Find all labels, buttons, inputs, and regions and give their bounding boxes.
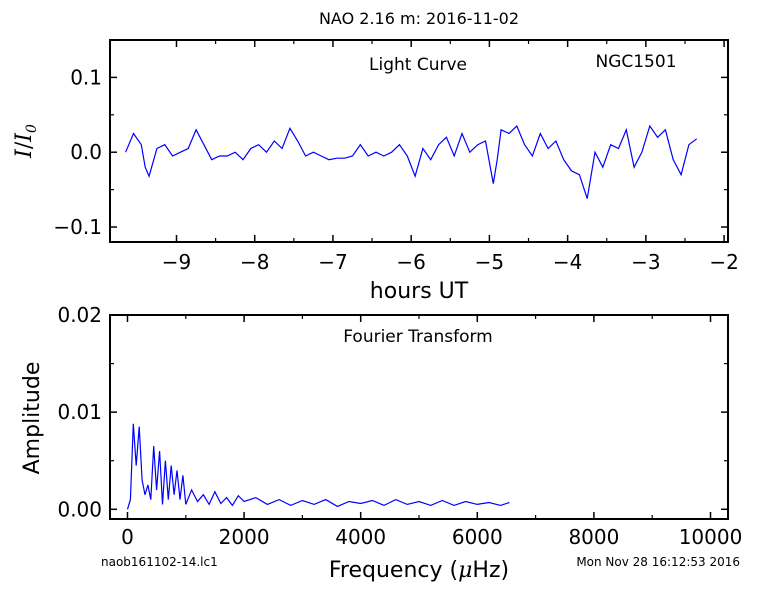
x-tick-label: 0 [121,525,134,549]
light-curve-series-line [125,124,698,199]
light-curve-frame [109,39,729,243]
fourier-title: Fourier Transform [343,327,492,347]
footer-filename: naob161102-14.lc1 [101,555,218,569]
fourier-ylabel: Amplitude [20,362,45,475]
x-tick-label: −3 [631,250,660,274]
light-curve-ticks: −9 −8 −7 −6 −5 −4 −3 −2 −0.1 0.0 0.1 [53,40,739,274]
x-tick-label: −6 [396,250,425,274]
x-tick-label: −9 [162,250,191,274]
y-tick-label: 0.02 [57,303,102,327]
y-tick-label: 0.00 [57,497,102,521]
y-tick-label: −0.1 [53,215,102,239]
light-curve-title: Light Curve [369,55,467,75]
footer-timestamp: Mon Nov 28 16:12:53 2016 [576,555,740,569]
light-curve-panel: −9 −8 −7 −6 −5 −4 −3 −2 −0.1 0.0 0.1 Light Curve N… [12,39,739,304]
x-tick-label: 2000 [219,525,270,549]
fourier-panel: 0 2000 4000 6000 8000 10000 0.00 0.01 0.02 Fouri… [20,303,742,583]
x-tick-label: 8000 [568,525,619,549]
y-tick-label: 0.1 [70,65,102,89]
fourier-ticks: 0 2000 4000 6000 8000 10000 0.00 0.01 0.02 [57,303,742,549]
y-tick-label: 0.0 [70,140,102,164]
x-tick-label: −2 [709,250,738,274]
x-tick-label: −7 [318,250,347,274]
x-tick-label: −5 [475,250,504,274]
x-tick-label: −8 [240,250,269,274]
x-tick-label: 6000 [452,525,503,549]
light-curve-xlabel: hours UT [370,279,469,304]
fourier-xlabel: Frequency (μHz) [329,558,509,583]
x-tick-label: 10000 [679,525,743,549]
light-curve-ylabel: I/I0 [12,124,40,159]
light-curve-annotation: NGC1501 [595,52,676,72]
y-tick-label: 0.01 [57,400,102,424]
x-tick-label: −4 [553,250,582,274]
x-tick-label: 4000 [335,525,386,549]
figure-title: NAO 2.16 m: 2016-11-02 [319,9,519,28]
fourier-series-line [126,423,510,510]
